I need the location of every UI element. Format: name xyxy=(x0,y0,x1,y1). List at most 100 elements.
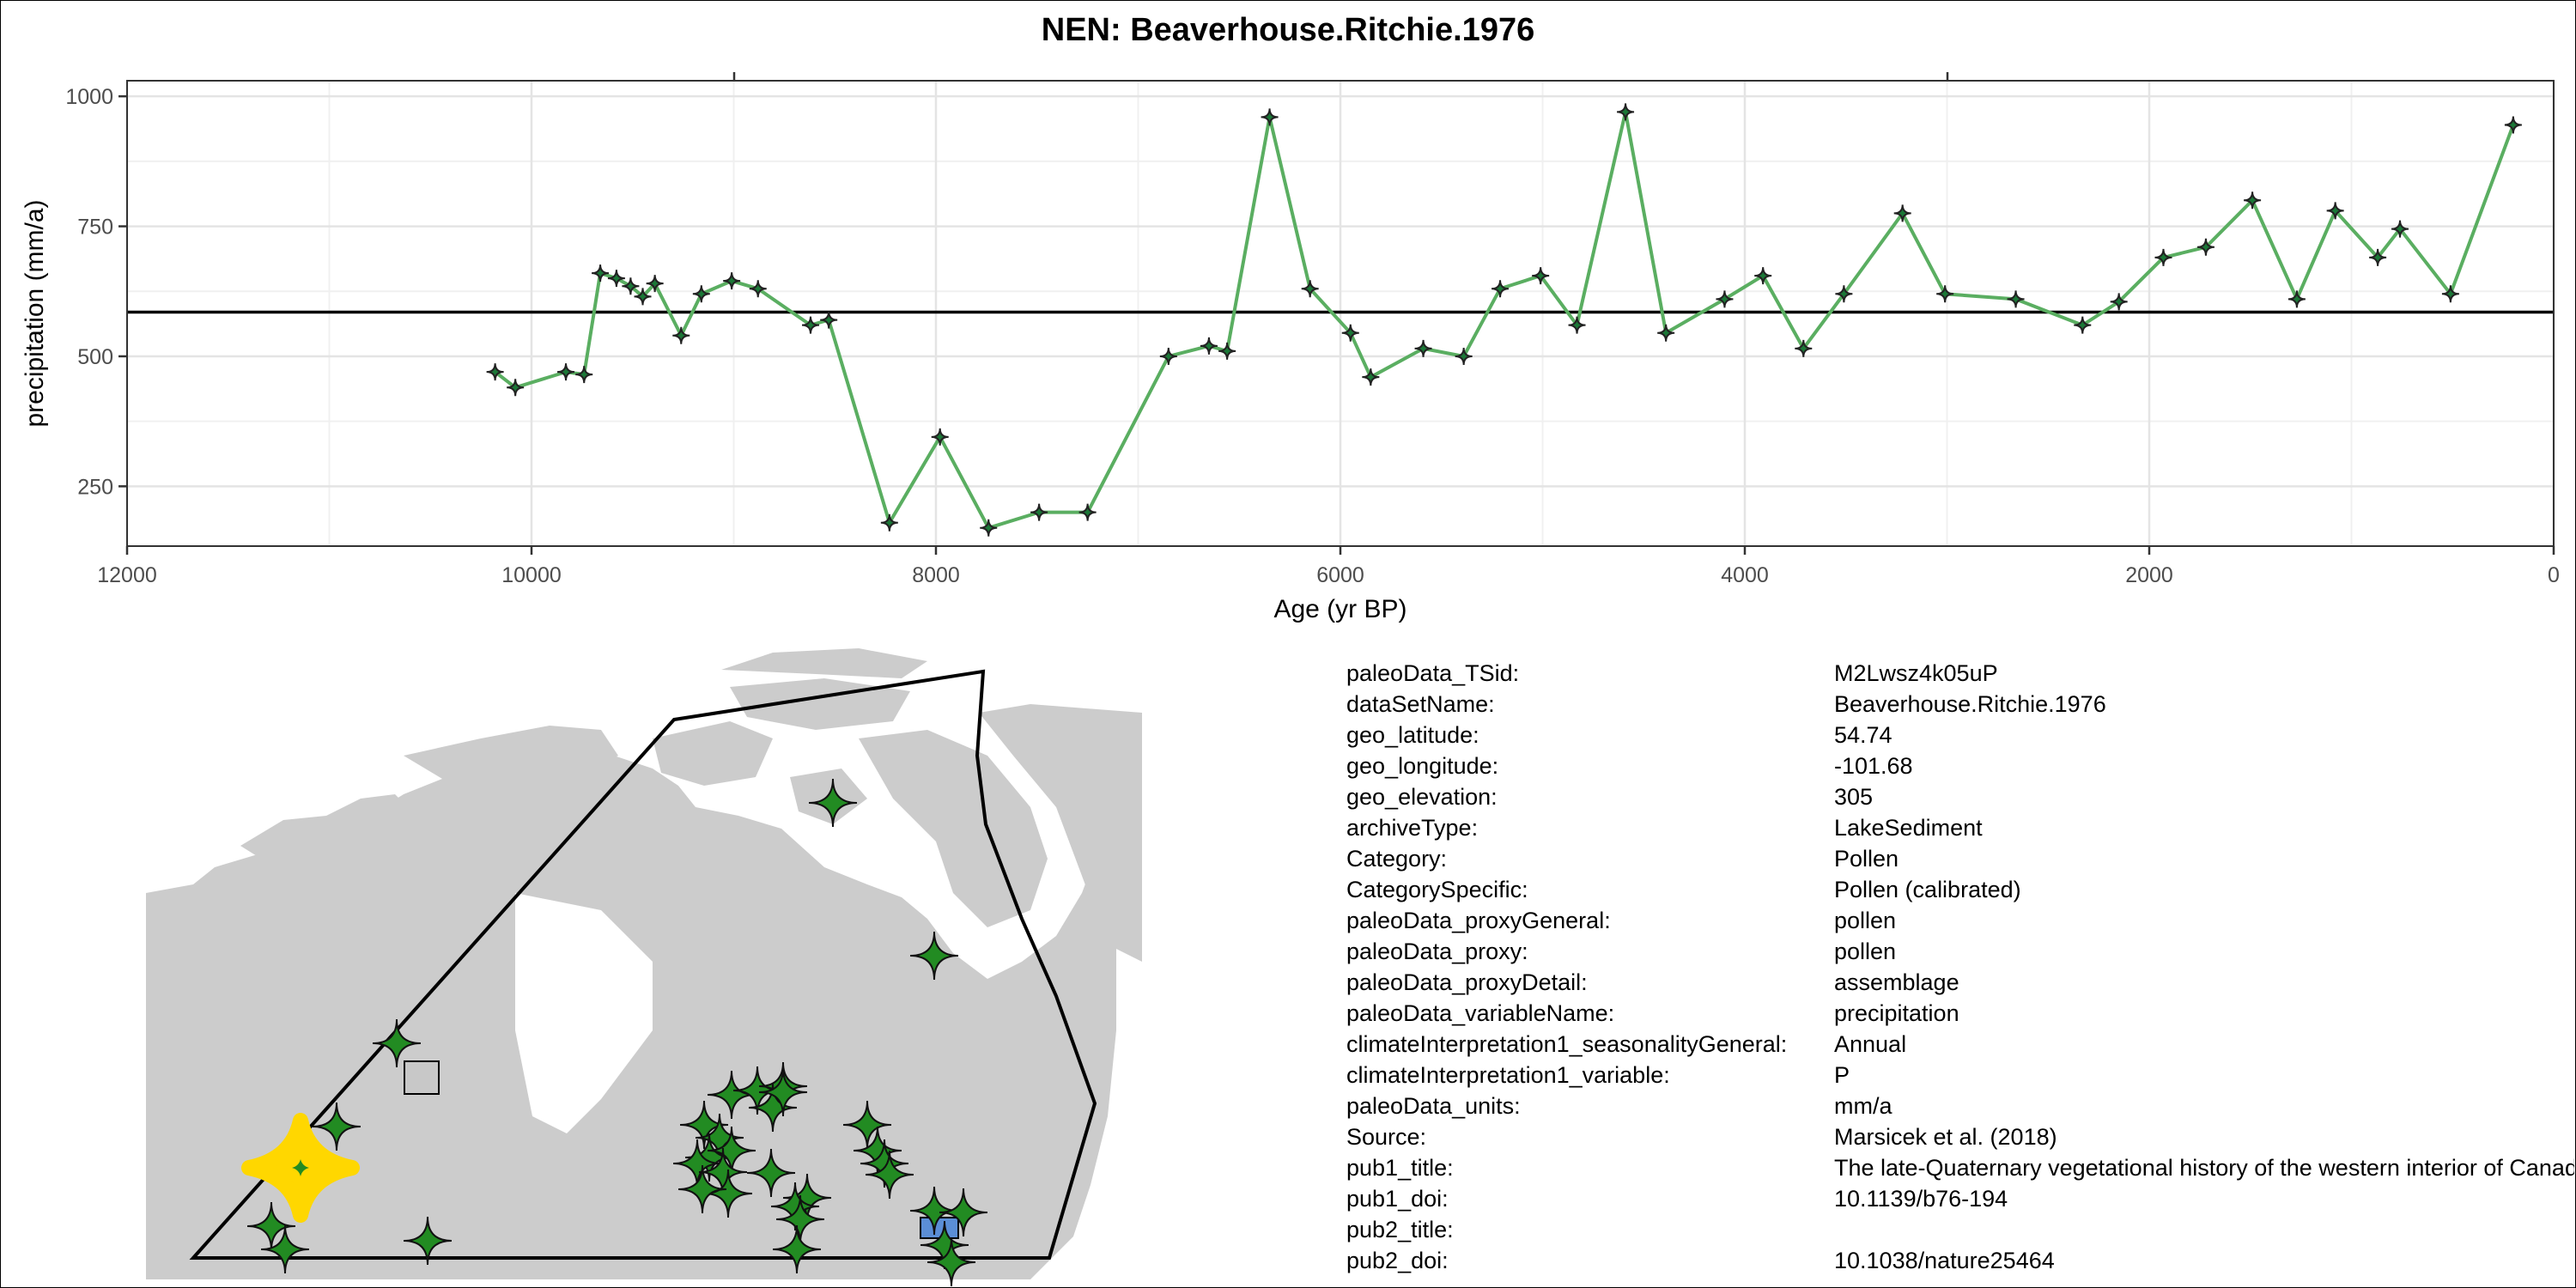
data-point xyxy=(2154,248,2172,266)
metadata-row: paleoData_variableName: precipitation xyxy=(1346,998,2574,1029)
data-point xyxy=(1261,108,1279,126)
time-series-chart: 12000 10000 8000 6000 4000 2000 0 250 500 750 100… xyxy=(21,72,2560,623)
metadata-value: P xyxy=(1834,1062,1850,1088)
metadata-row: pub2_title: xyxy=(1346,1214,2574,1245)
metadata-value: Beaverhouse.Ritchie.1976 xyxy=(1834,691,2106,717)
land-small-island-b xyxy=(481,790,567,829)
site-marker xyxy=(746,1148,796,1198)
site-marker xyxy=(865,1150,914,1200)
metadata-value: mm/a xyxy=(1834,1093,1893,1119)
site-marker xyxy=(808,778,858,828)
metadata-key: geo_elevation: xyxy=(1346,784,1498,810)
data-point xyxy=(2287,290,2306,308)
highlight-site-marker xyxy=(241,1113,360,1223)
blue-marker xyxy=(920,1217,959,1239)
y-tick-label: 1000 xyxy=(65,85,113,109)
x-tick-label: 12000 xyxy=(97,563,157,587)
metadata-table: paleoData_TSid: M2Lwsz4k05uP dataSetName: B… xyxy=(1346,658,2574,1276)
metadata-value: The late-Quaternary vegetational history… xyxy=(1834,1155,2574,1181)
metadata-row: paleoData_proxyGeneral: pollen xyxy=(1346,905,2574,936)
data-point xyxy=(1414,339,1432,357)
metadata-value: assemblage xyxy=(1834,969,1959,995)
metadata-row: climateInterpretation1_seasonalityGenera… xyxy=(1346,1029,2574,1060)
x-tick-label: 0 xyxy=(2548,563,2560,587)
metadata-row: geo_elevation: 305 xyxy=(1346,781,2574,812)
metadata-row: paleoData_TSid: M2Lwsz4k05uP xyxy=(1346,658,2574,689)
metadata-key: CategorySpecific: xyxy=(1346,877,1528,902)
metadata-key: paleoData_proxyDetail: xyxy=(1346,969,1588,995)
land-arctic-island-3 xyxy=(653,721,773,786)
site-marker xyxy=(860,1139,909,1188)
site-marker xyxy=(770,1182,820,1231)
metadata-key: paleoData_TSid: xyxy=(1346,660,1520,686)
data-point xyxy=(1936,285,1954,303)
data-point xyxy=(575,366,593,384)
data-point xyxy=(1492,280,1510,298)
site-marker xyxy=(772,1224,822,1274)
site-markers xyxy=(246,778,988,1287)
site-marker xyxy=(927,1237,976,1287)
metadata-row: pub1_doi: 10.1139/b76-194 xyxy=(1346,1183,2574,1214)
metadata-value: 10.1038/nature25464 xyxy=(1834,1248,2055,1273)
metadata-key: geo_longitude: xyxy=(1346,753,1499,779)
x-tick-label: 4000 xyxy=(1721,563,1769,587)
site-marker xyxy=(677,1164,727,1214)
y-tick-label: 500 xyxy=(77,345,113,369)
data-point xyxy=(1617,103,1635,121)
x-tick-label: 8000 xyxy=(912,563,960,587)
land-small-island-c xyxy=(618,794,687,837)
x-axis: 12000 10000 8000 6000 4000 2000 0 xyxy=(97,72,2560,587)
metadata-value: LakeSediment xyxy=(1834,815,1983,841)
x-tick-label: 2000 xyxy=(2125,563,2173,587)
data-point xyxy=(1362,368,1380,386)
x-tick-label: 6000 xyxy=(1316,563,1364,587)
metadata-key: paleoData_proxyGeneral: xyxy=(1346,908,1611,933)
metadata-value: 54.74 xyxy=(1834,722,1893,748)
metadata-key: Source: xyxy=(1346,1124,1427,1150)
metadata-key: dataSetName: xyxy=(1346,691,1495,717)
y-axis: 250 500 750 1000 xyxy=(65,85,127,499)
data-point xyxy=(2369,248,2387,266)
x-tick-label: 10000 xyxy=(501,563,562,587)
site-marker xyxy=(312,1102,361,1151)
metadata-value: precipitation xyxy=(1834,1000,1959,1026)
land-baffin-island xyxy=(859,730,1048,927)
metadata-value: -101.68 xyxy=(1834,753,1913,779)
data-point xyxy=(1795,339,1813,357)
metadata-row: paleoData_proxy: pollen xyxy=(1346,936,2574,967)
metadata-value: Annual xyxy=(1834,1031,1907,1057)
data-point xyxy=(486,363,504,381)
data-point xyxy=(1218,342,1236,360)
metadata-row: geo_latitude: 54.74 xyxy=(1346,720,2574,750)
y-tick-label: 250 xyxy=(77,475,113,499)
y-tick-label: 750 xyxy=(77,216,113,240)
site-marker xyxy=(939,1188,988,1237)
region-polygon xyxy=(189,669,1097,1260)
metadata-value: pollen xyxy=(1834,939,1897,964)
metadata-row: pub2_doi: 10.1038/nature25464 xyxy=(1346,1245,2574,1276)
metadata-value: pollen xyxy=(1834,908,1897,933)
square-marker xyxy=(404,1060,440,1095)
metadata-row: Category: Pollen xyxy=(1346,843,2574,874)
land-arctic-island-5 xyxy=(721,648,927,678)
metadata-key: pub2_title: xyxy=(1346,1217,1454,1242)
chart-title: NEN: Beaverhouse.Ritchie.1976 xyxy=(1041,12,1535,48)
site-marker xyxy=(920,1220,969,1270)
data-point xyxy=(2110,293,2128,311)
metadata-key: paleoData_variableName: xyxy=(1346,1000,1615,1026)
metadata-key: pub1_title: xyxy=(1346,1155,1454,1181)
data-point xyxy=(2441,285,2459,303)
metadata-row: CategorySpecific: Pollen (calibrated) xyxy=(1346,874,2574,905)
data-point xyxy=(592,264,610,283)
land-arctic-island-1 xyxy=(240,794,412,867)
site-map xyxy=(146,648,1142,1287)
metadata-key: paleoData_units: xyxy=(1346,1093,1521,1119)
site-marker xyxy=(909,1186,959,1236)
x-axis-label: Age (yr BP) xyxy=(1273,595,1406,623)
data-point xyxy=(1835,285,1853,303)
data-point xyxy=(1716,290,1734,308)
site-marker xyxy=(909,931,959,981)
data-point xyxy=(672,326,690,344)
data-point xyxy=(1657,324,1675,342)
metadata-row: dataSetName: Beaverhouse.Ritchie.1976 xyxy=(1346,689,2574,720)
